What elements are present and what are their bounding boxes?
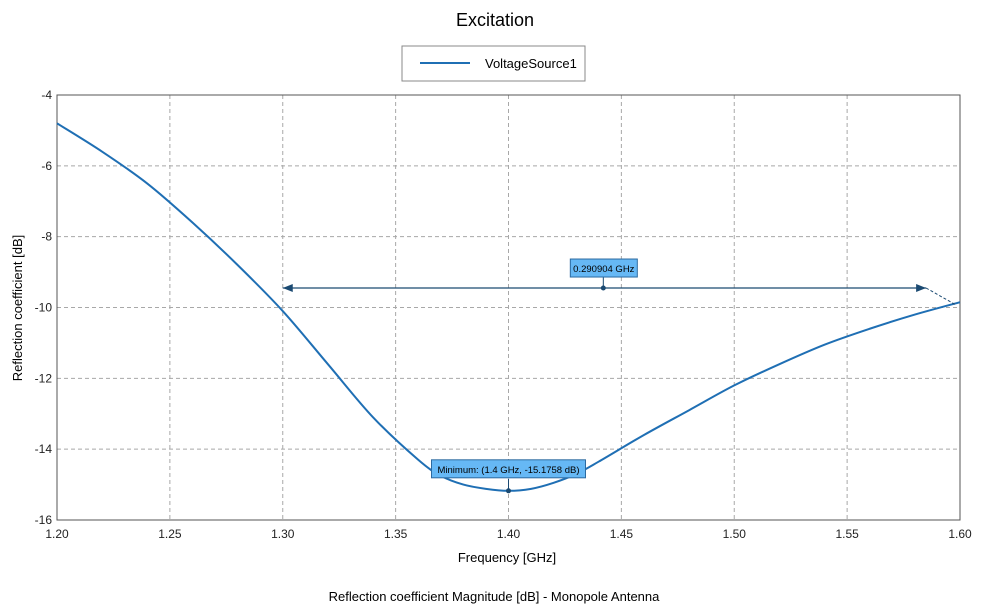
bandwidth-label-box [569,258,638,278]
x-tick-label: 1.35 [384,527,408,541]
caption: Reflection coefficient Magnitude [dB] - … [329,589,661,604]
y-tick-label: -14 [35,442,53,456]
y-tick-label: -12 [35,371,53,385]
x-tick-label: 1.45 [610,527,634,541]
y-tick-label: -8 [41,230,52,244]
axes: 1.20 1.25 1.30 1.35 1.40 1.45 1.50 1.55 1.60 -4 -6… [35,88,972,541]
legend: VoltageSource1 [401,45,586,82]
x-tick-label: 1.55 [835,527,859,541]
grid [57,95,960,520]
bandwidth-label: 0.290904 GHz [573,264,635,275]
x-axis-label: Frequency [GHz] [458,550,556,565]
x-tick-label: 1.25 [158,527,182,541]
legend-label: VoltageSource1 [485,56,577,71]
minimum-label: Minimum: (1.4 GHz, -15.1758 dB) [437,465,579,476]
x-tick-label: 1.30 [271,527,295,541]
x-tick-label: 1.40 [497,527,521,541]
x-tick-label: 1.60 [948,527,972,541]
bandwidth-arrow-right [916,284,927,293]
x-tick-label: 1.50 [723,527,747,541]
y-tick-label: -16 [35,513,53,527]
minimum-label-box [431,459,586,479]
bandwidth-connector [925,287,956,306]
annotations: 0.290904 GHz Minimum: (1.4 GHz, -15.1758 … [282,258,956,494]
y-tick-label: -10 [35,301,53,315]
chart-title: Excitation [456,10,534,30]
y-tick-label: -4 [41,88,52,102]
y-axis-label: Reflection coefficient [dB] [10,235,25,381]
plot-frame [56,94,961,521]
bandwidth-arrow-left [282,284,293,293]
x-tick-label: 1.20 [45,527,69,541]
y-tick-label: -6 [41,159,52,173]
